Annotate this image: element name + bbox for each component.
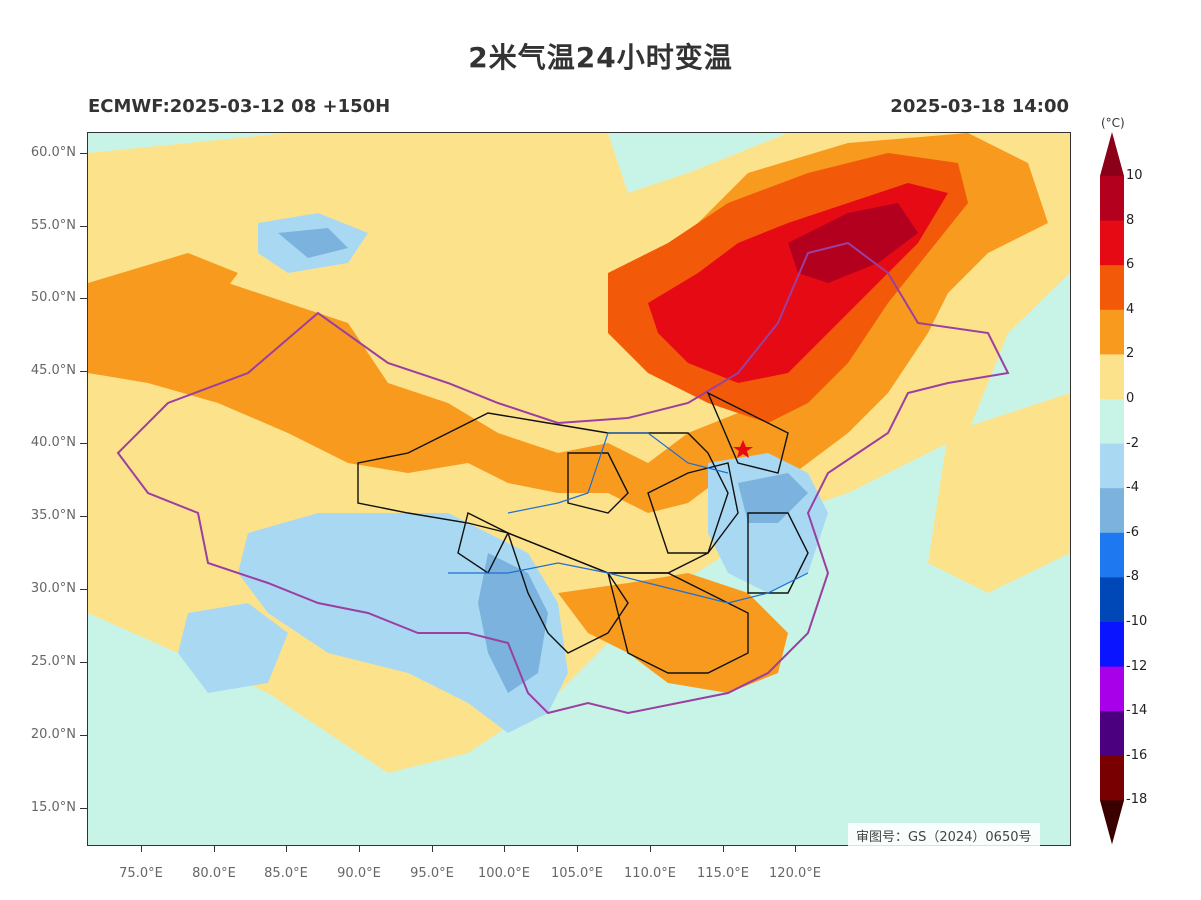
colorbar-segment	[1100, 354, 1124, 400]
colorbar-label: 6	[1126, 257, 1135, 273]
colorbar-segment	[1100, 220, 1124, 266]
colorbar-label: -14	[1126, 703, 1148, 719]
lat-tick	[80, 371, 87, 372]
valid-time-label: 2025-03-18 14:00	[890, 96, 1069, 117]
colorbar-label: -8	[1126, 569, 1139, 585]
colorbar-unit: (°C)	[1101, 116, 1125, 130]
lat-tick	[80, 589, 87, 590]
colorbar-segment	[1100, 309, 1124, 355]
lon-label-80: 80.0°E	[192, 866, 236, 881]
colorbar-label: -2	[1126, 435, 1139, 451]
lat-label-55: 55.0°N	[30, 218, 76, 233]
lon-label-95: 95.0°E	[410, 866, 454, 881]
warm-field-8-10	[788, 203, 918, 283]
model-run-label: ECMWF:2025-03-12 08 +150H	[88, 96, 391, 117]
lon-label-85: 85.0°E	[264, 866, 308, 881]
colorbar-segment	[1100, 176, 1124, 222]
lon-tick	[214, 845, 215, 852]
lon-tick	[141, 845, 142, 852]
lon-label-115: 115.0°E	[697, 866, 749, 881]
lon-tick	[577, 845, 578, 852]
colorbar-segment	[1100, 443, 1124, 489]
lon-label-75: 75.0°E	[119, 866, 163, 881]
lat-label-25: 25.0°N	[30, 654, 76, 669]
lat-tick	[80, 443, 87, 444]
lon-label-120: 120.0°E	[769, 866, 821, 881]
lon-tick	[359, 845, 360, 852]
lat-tick	[80, 153, 87, 154]
colorbar-segment	[1100, 488, 1124, 534]
lon-label-90: 90.0°E	[337, 866, 381, 881]
china-border	[116, 241, 1010, 715]
lon-label-110: 110.0°E	[624, 866, 676, 881]
map-title: 2米气温24小时变温	[468, 41, 733, 74]
cold-field-southwest	[178, 603, 288, 693]
lon-tick	[650, 845, 651, 852]
lon-tick	[504, 845, 505, 852]
province-boundaries	[357, 391, 809, 674]
map-approval-number: 审图号：GS（2024）0650号	[848, 823, 1040, 848]
lat-label-60: 60.0°N	[30, 145, 76, 160]
colorbar-bottom-extend	[1100, 800, 1124, 845]
colorbar-label: -16	[1126, 747, 1148, 763]
colorbar-label: 8	[1126, 212, 1135, 228]
colorbar-top-extend	[1100, 132, 1124, 176]
lat-tick	[80, 516, 87, 517]
lon-tick	[723, 845, 724, 852]
lat-tick	[80, 226, 87, 227]
lat-tick	[80, 808, 87, 809]
lon-label-100: 100.0°E	[478, 866, 530, 881]
temperature-change-map	[87, 132, 1071, 846]
colorbar-label: -18	[1126, 792, 1148, 808]
map-canvas	[88, 133, 1070, 845]
colorbar-segment	[1100, 622, 1124, 668]
colorbar-label: 2	[1126, 346, 1135, 362]
capital-star-marker	[733, 440, 753, 458]
colorbar-segment	[1100, 577, 1124, 623]
lat-label-50: 50.0°N	[30, 290, 76, 305]
warm-field-west	[88, 253, 238, 343]
colorbar-segment	[1100, 265, 1124, 311]
colorbar-segment	[1100, 755, 1124, 801]
colorbar-segment	[1100, 666, 1124, 712]
lat-label-35: 35.0°N	[30, 508, 76, 523]
cold-field-deep	[478, 553, 548, 693]
cold-field-north-blue	[278, 228, 348, 258]
colorbar-segment	[1100, 399, 1124, 445]
source-watermark	[835, 853, 1185, 889]
colorbar-label: -4	[1126, 480, 1139, 496]
lon-tick	[432, 845, 433, 852]
colorbar	[1100, 132, 1124, 845]
lat-label-15: 15.0°N	[30, 800, 76, 815]
lat-label-40: 40.0°N	[30, 435, 76, 450]
colorbar-label: 10	[1126, 168, 1143, 183]
colorbar-segment	[1100, 532, 1124, 578]
lat-label-20: 20.0°N	[30, 727, 76, 742]
colorbar-label: -6	[1126, 524, 1139, 540]
lon-tick	[286, 845, 287, 852]
lon-tick	[795, 845, 796, 852]
cold-field-shandong	[738, 473, 808, 523]
lat-tick	[80, 735, 87, 736]
colorbar-segment	[1100, 711, 1124, 757]
colorbar-label: -12	[1126, 658, 1148, 674]
lat-tick	[80, 298, 87, 299]
warm-field-east	[928, 393, 1070, 593]
rivers	[448, 432, 809, 604]
lat-tick	[80, 662, 87, 663]
lon-label-105: 105.0°E	[551, 866, 603, 881]
colorbar-label: -10	[1126, 614, 1148, 629]
lat-label-45: 45.0°N	[30, 363, 76, 378]
colorbar-label: 0	[1126, 391, 1135, 406]
lat-label-30: 30.0°N	[30, 581, 76, 596]
colorbar-label: 4	[1126, 301, 1135, 317]
